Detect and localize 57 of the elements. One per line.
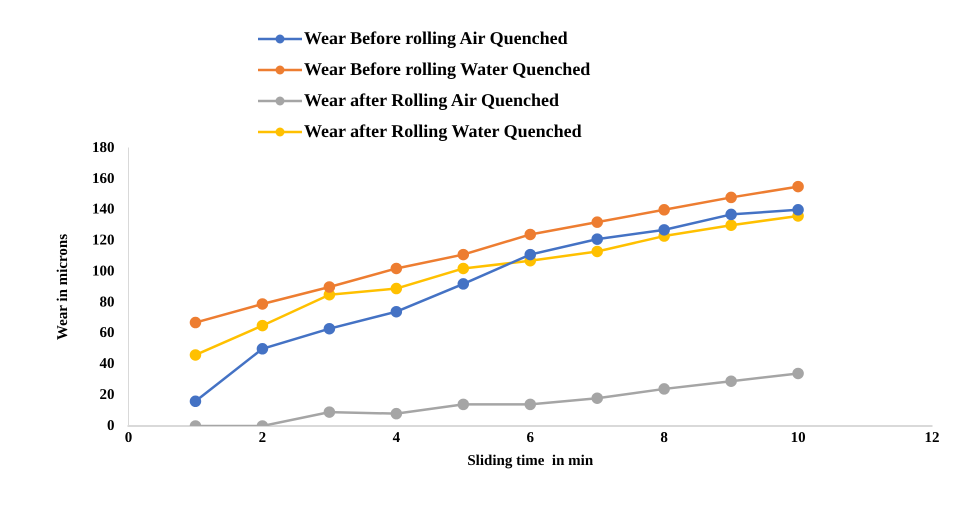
point bbox=[390, 262, 402, 274]
point bbox=[190, 396, 202, 408]
point bbox=[524, 398, 536, 410]
y-tick-label: 20 bbox=[100, 386, 114, 403]
x-tick-label: 0 bbox=[124, 430, 132, 446]
point bbox=[591, 216, 603, 228]
point bbox=[725, 208, 737, 220]
point bbox=[524, 228, 536, 240]
point bbox=[190, 349, 202, 361]
point bbox=[591, 246, 603, 258]
point bbox=[324, 281, 336, 293]
point bbox=[725, 192, 737, 204]
x-tick-label: 2 bbox=[258, 430, 266, 446]
point bbox=[390, 306, 402, 318]
legend-label: Wear after Rolling Water Quenched bbox=[304, 121, 582, 142]
point bbox=[324, 322, 336, 334]
y-tick-label: 160 bbox=[92, 170, 114, 187]
point bbox=[792, 180, 804, 192]
point bbox=[792, 368, 804, 380]
legend-label: Wear Before rolling Water Quenched bbox=[304, 59, 590, 80]
point bbox=[256, 320, 268, 332]
point bbox=[458, 262, 470, 274]
point bbox=[658, 224, 670, 236]
legend-label: Wear Before rolling Air Quenched bbox=[304, 28, 568, 49]
point bbox=[390, 408, 402, 420]
point bbox=[324, 406, 336, 418]
point bbox=[725, 375, 737, 387]
x-tick-label: 8 bbox=[660, 430, 668, 446]
point bbox=[190, 316, 202, 328]
x-tick-label: 10 bbox=[790, 430, 806, 446]
y-tick-label: 140 bbox=[92, 202, 114, 218]
point bbox=[725, 219, 737, 231]
point bbox=[524, 248, 536, 260]
point bbox=[256, 298, 268, 310]
y-tick-label: 100 bbox=[92, 263, 114, 280]
y-tick-label: 40 bbox=[100, 356, 114, 372]
point bbox=[390, 282, 402, 294]
y-axis-title: Wear in microns bbox=[54, 234, 71, 340]
x-axis-title: Sliding time in min bbox=[467, 452, 594, 469]
point bbox=[591, 233, 603, 245]
point bbox=[658, 204, 670, 216]
point bbox=[591, 392, 603, 404]
x-tick-label: 6 bbox=[526, 430, 534, 446]
point bbox=[458, 278, 470, 290]
legend-label: Wear after Rolling Air Quenched bbox=[304, 90, 559, 111]
x-tick-label: 4 bbox=[392, 430, 401, 446]
point bbox=[658, 383, 670, 395]
point bbox=[256, 343, 268, 355]
y-tick-label: 180 bbox=[92, 140, 114, 156]
x-tick-label: 12 bbox=[924, 430, 940, 446]
point bbox=[458, 248, 470, 260]
point bbox=[458, 398, 470, 410]
point bbox=[792, 204, 804, 216]
y-tick-label: 0 bbox=[107, 418, 114, 434]
y-tick-label: 60 bbox=[100, 325, 114, 342]
y-tick-label: 120 bbox=[92, 232, 114, 249]
y-tick-label: 80 bbox=[100, 294, 114, 310]
